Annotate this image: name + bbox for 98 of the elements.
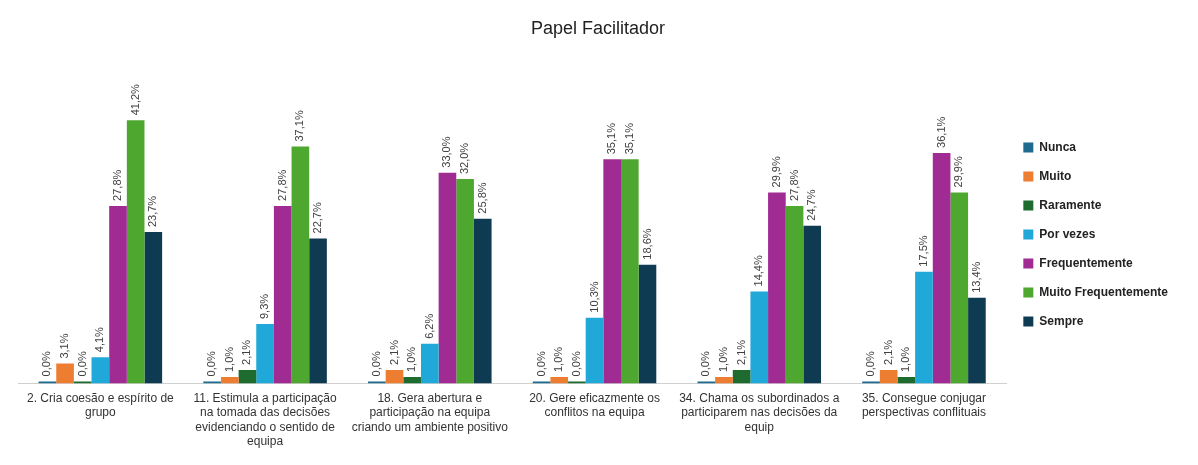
bar (532, 381, 551, 384)
bar (732, 369, 751, 384)
legend-label: Por vezes (1039, 226, 1096, 241)
data-label: 27,8% (787, 169, 800, 201)
bar (38, 381, 57, 384)
bar (603, 159, 621, 384)
data-label: 1,0% (552, 346, 565, 373)
legend-label: Raramente (1039, 197, 1102, 212)
data-label: 27,8% (275, 169, 288, 201)
legend-label: Frequentemente (1039, 255, 1134, 270)
bar (144, 232, 163, 384)
bar (585, 317, 604, 384)
x-tick-label: 18. Gera abertura e participação na equipa criando um ambiente positivo (351, 390, 509, 434)
bar (968, 297, 986, 384)
x-tick-label: 34. Chama os subordinados a participarem nas decisões da equip (679, 390, 840, 434)
data-label: 41,2% (128, 83, 141, 116)
data-label: 0,0% (369, 351, 382, 377)
bar (420, 343, 439, 384)
bar (73, 381, 92, 384)
bar (879, 369, 898, 384)
data-label: 4,1% (93, 326, 106, 353)
bar (473, 218, 492, 384)
data-label: 2,1% (387, 339, 400, 365)
bar (697, 381, 716, 384)
data-label: 25,8% (475, 182, 488, 214)
data-label: 37,1% (293, 110, 306, 142)
data-label: 6,2% (422, 313, 435, 339)
data-label: 29,9% (952, 156, 965, 188)
data-label: 18,6% (640, 228, 653, 260)
data-label: 24,7% (805, 189, 818, 221)
bar (403, 377, 421, 384)
bar (91, 357, 110, 384)
data-label: 32,0% (458, 142, 471, 175)
data-label: 13,4% (969, 261, 982, 293)
bar (438, 172, 457, 384)
bar (638, 264, 657, 384)
legend-label: Sempre (1039, 313, 1084, 328)
data-label: 3,1% (58, 333, 71, 359)
bar (768, 192, 786, 384)
bar (803, 225, 822, 384)
bar (368, 381, 386, 384)
data-label: 1,0% (405, 346, 418, 373)
bar (785, 205, 804, 384)
chart-title: Papel Facilitador (530, 17, 666, 38)
bar (715, 377, 733, 384)
data-label: 1,0% (899, 346, 912, 373)
data-label: 9,3% (258, 293, 271, 320)
bar (291, 146, 310, 384)
bar (273, 205, 292, 384)
bar (56, 363, 74, 384)
bar (915, 271, 933, 384)
data-label: 36,1% (934, 116, 947, 148)
bar (862, 381, 880, 384)
bar (750, 291, 769, 384)
data-label: 0,0% (534, 351, 547, 377)
data-label: 27,8% (111, 169, 124, 201)
bar (109, 205, 127, 384)
data-label: 1,0% (716, 346, 729, 373)
bar (456, 179, 474, 384)
data-label: 14,4% (752, 255, 765, 287)
data-label: 0,0% (75, 351, 88, 377)
bar (309, 238, 327, 384)
legend-label: Nunca (1039, 139, 1077, 154)
x-tick-label: 35. Consegue conjugar perspectivas conflituais (861, 390, 987, 420)
data-label: 23,7% (146, 195, 159, 228)
bar (550, 377, 569, 384)
x-tick-label: 11. Estimula a participação na tomada das decisões evidenciando o sentido de equipa (193, 390, 337, 449)
bar (126, 120, 145, 384)
data-label: 35,1% (622, 122, 635, 155)
legend-label: Muito Frequentemente (1039, 284, 1169, 299)
bar (238, 369, 257, 384)
bar (256, 324, 274, 384)
bar (950, 192, 969, 384)
bar (621, 159, 639, 384)
bar (932, 152, 951, 384)
data-label: 17,5% (917, 235, 929, 267)
bar (568, 381, 586, 384)
data-label: 1,0% (222, 346, 235, 373)
data-label: 29,9% (769, 156, 782, 188)
bar (897, 377, 916, 384)
x-tick-label: 20. Gere eficazmente os conflitos na equipa (529, 390, 660, 420)
data-label: 0,0% (205, 351, 218, 377)
bar (203, 381, 221, 384)
data-label: 10,3% (587, 281, 600, 313)
data-label: 2,1% (240, 339, 253, 365)
data-label: 22,7% (311, 202, 324, 234)
data-label: 35,1% (605, 122, 618, 155)
bar (385, 369, 404, 384)
data-label: 2,1% (734, 339, 747, 365)
data-label: 2,1% (881, 339, 894, 365)
data-label: 0,0% (864, 351, 877, 377)
x-tick-label: 2. Cria coesão e espírito de grupo (26, 390, 175, 420)
legend-label: Muito (1039, 168, 1072, 183)
data-label: 0,0% (699, 351, 712, 377)
data-label: 33,0% (440, 136, 453, 168)
data-label: 0,0% (40, 351, 53, 377)
data-label: 0,0% (569, 351, 582, 377)
bar (220, 377, 239, 384)
